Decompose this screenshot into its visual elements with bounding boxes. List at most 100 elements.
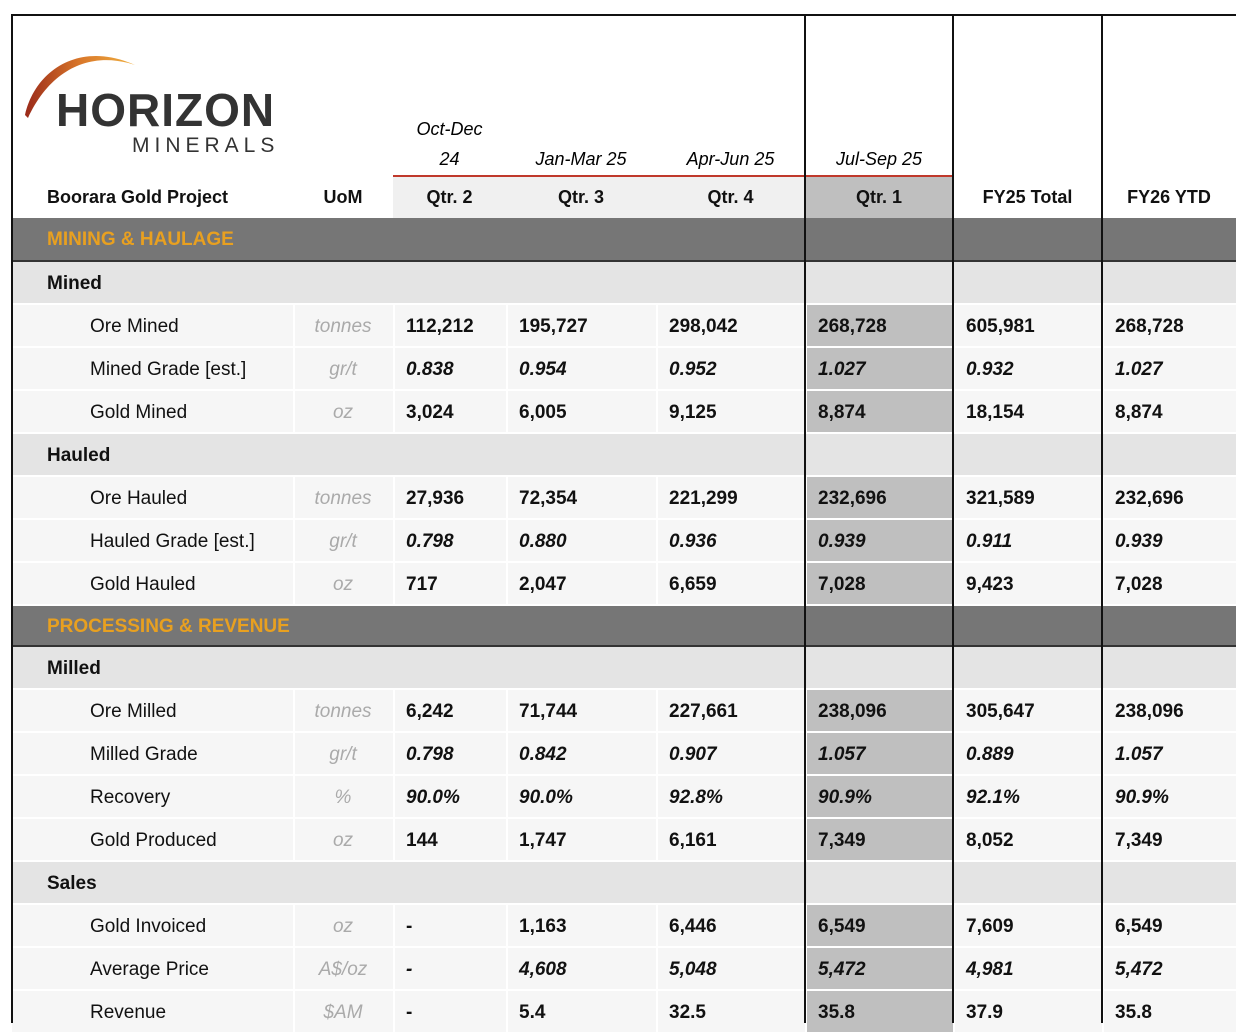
cell-sep: [506, 520, 508, 563]
cell-value: 71,744: [519, 700, 578, 722]
cell-sep: [805, 905, 807, 948]
cell-sep: [506, 305, 508, 348]
cell-sep: [656, 563, 658, 606]
cell-value: 9,423: [966, 573, 1014, 595]
cell-value: 0.932: [966, 358, 1014, 380]
cell-sep: [293, 948, 295, 991]
cell-sep: [506, 391, 508, 434]
cell-value: 5,048: [669, 958, 717, 980]
cell-sep: [953, 305, 955, 348]
row-label: Milled Grade: [90, 743, 198, 765]
column-header: Qtr. 2: [393, 177, 506, 218]
cell-value: 0.939: [1115, 530, 1163, 552]
data-row: [12, 348, 1236, 391]
group-label: Milled: [47, 657, 101, 679]
cell-value: 90.0%: [519, 786, 573, 808]
cell-sep: [1102, 477, 1104, 520]
cell-value: 0.880: [519, 530, 567, 552]
cell-value: 0.936: [669, 530, 717, 552]
cell-value: 18,154: [966, 401, 1025, 423]
section-label: MINING & HAULAGE: [47, 229, 234, 250]
row-uom: tonnes: [314, 487, 372, 509]
cell-sep: [506, 348, 508, 391]
period-label: Jan-Mar 25: [535, 149, 627, 169]
data-row: [12, 563, 1236, 606]
cell-sep: [656, 348, 658, 391]
cell-sep: [1102, 348, 1104, 391]
col-border: [952, 14, 954, 1023]
cell-sep: [805, 819, 807, 862]
cell-sep: [393, 391, 395, 434]
cell-sep: [393, 991, 395, 1034]
cell-sep: [953, 348, 955, 391]
hl-cell: [805, 563, 953, 606]
data-row: [12, 733, 1236, 776]
cell-value: -: [406, 958, 413, 980]
cell-value: 305,647: [966, 700, 1035, 722]
row-uom: $AM: [323, 1001, 363, 1023]
cell-value: 1.027: [818, 358, 866, 380]
row-label: Gold Hauled: [90, 573, 196, 595]
cell-sep: [656, 305, 658, 348]
row-label: Hauled Grade [est.]: [90, 530, 255, 552]
cell-value: 27,936: [406, 487, 465, 509]
cell-sep: [293, 348, 295, 391]
cell-sep: [1102, 563, 1104, 606]
cell-value: 6,161: [669, 829, 717, 851]
cell-sep: [953, 391, 955, 434]
group-label: Sales: [47, 872, 97, 894]
row-label: Gold Invoiced: [90, 915, 207, 937]
cell-sep: [1102, 776, 1104, 819]
row-label: Gold Mined: [90, 401, 188, 423]
cell-sep: [506, 905, 508, 948]
cell-sep: [393, 690, 395, 733]
cell-sep: [506, 948, 508, 991]
cell-sep: [293, 690, 295, 733]
row-label: Recovery: [90, 786, 171, 808]
cell-sep: [393, 776, 395, 819]
section-row: [12, 606, 1236, 647]
group-row: [12, 262, 1236, 305]
data-row: [12, 391, 1236, 434]
group-row: [12, 862, 1236, 905]
data-row: [12, 690, 1236, 733]
logo-arc: [25, 55, 135, 118]
hl-cell: [805, 520, 953, 563]
cell-sep: [506, 991, 508, 1034]
cell-sep: [656, 391, 658, 434]
cell-sep: [393, 348, 395, 391]
cell-sep: [805, 733, 807, 776]
hl-cell: [805, 391, 953, 434]
cell-value: 1,747: [519, 829, 567, 851]
cell-sep: [953, 819, 955, 862]
cell-value: 0.907: [669, 743, 717, 765]
period-label: Jul-Sep 25: [835, 149, 923, 169]
cell-value: 605,981: [966, 315, 1035, 337]
data-row: [12, 305, 1236, 348]
hl-cell: [805, 305, 953, 348]
cell-value: 7,028: [1115, 573, 1163, 595]
cell-sep: [805, 391, 807, 434]
row-label: Mined Grade [est.]: [90, 358, 247, 380]
cell-sep: [805, 348, 807, 391]
cell-value: 195,727: [519, 315, 588, 337]
row-uom: gr/t: [329, 530, 357, 552]
cell-value: 112,212: [406, 315, 474, 337]
cell-value: 7,609: [966, 915, 1014, 937]
cell-value: 8,874: [1115, 401, 1163, 423]
cell-sep: [393, 477, 395, 520]
cell-value: 238,096: [818, 700, 887, 722]
cell-sep: [656, 776, 658, 819]
data-row: [12, 905, 1236, 948]
cell-value: 232,696: [1115, 487, 1184, 509]
column-header: Qtr. 4: [656, 177, 805, 218]
section-row: [12, 218, 1236, 262]
cell-sep: [393, 563, 395, 606]
data-row: [12, 819, 1236, 862]
row-uom: oz: [332, 573, 354, 595]
cell-sep: [293, 305, 295, 348]
cell-value: 3,024: [406, 401, 454, 423]
group-row: [12, 647, 1236, 690]
cell-sep: [1102, 305, 1104, 348]
section-label: PROCESSING & REVENUE: [47, 615, 290, 637]
